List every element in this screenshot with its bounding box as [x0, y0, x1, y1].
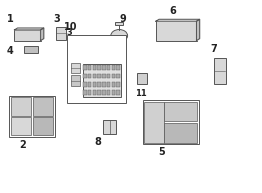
Bar	[88, 74, 91, 78]
Bar	[107, 74, 110, 78]
Bar	[83, 64, 121, 96]
Bar	[93, 90, 96, 95]
Bar	[83, 74, 86, 78]
Polygon shape	[156, 19, 200, 21]
Text: 11: 11	[135, 89, 147, 98]
Text: 1: 1	[7, 14, 14, 24]
Polygon shape	[14, 28, 44, 30]
Bar	[93, 82, 96, 87]
Text: 10: 10	[63, 22, 77, 32]
Bar	[156, 21, 196, 41]
Bar	[103, 120, 116, 134]
Bar	[93, 65, 96, 70]
Bar	[214, 58, 226, 84]
Text: 7: 7	[210, 44, 217, 54]
Bar	[71, 63, 80, 73]
Bar	[117, 74, 120, 78]
Bar	[88, 82, 91, 87]
Bar	[112, 65, 115, 70]
Bar	[97, 65, 101, 70]
Text: 2: 2	[19, 140, 26, 150]
Bar	[107, 90, 110, 95]
Bar	[56, 27, 66, 40]
Bar	[83, 90, 86, 95]
Text: 5: 5	[158, 147, 165, 157]
Bar	[102, 74, 106, 78]
Bar	[107, 82, 110, 87]
Bar	[88, 90, 91, 95]
Bar	[144, 102, 164, 143]
Bar	[83, 82, 86, 87]
Bar	[102, 65, 106, 70]
Polygon shape	[41, 28, 44, 41]
Bar	[102, 82, 106, 87]
Bar	[88, 65, 91, 70]
Text: 6: 6	[170, 6, 176, 16]
Bar	[33, 117, 53, 135]
Bar	[112, 82, 115, 87]
Bar	[33, 97, 53, 115]
Text: 4: 4	[7, 46, 14, 56]
Bar	[117, 65, 120, 70]
Text: 3: 3	[66, 28, 72, 37]
Bar	[71, 75, 80, 86]
Bar	[107, 65, 110, 70]
Bar	[164, 123, 197, 143]
Bar	[102, 90, 106, 95]
Text: 9: 9	[119, 14, 126, 24]
Bar	[112, 74, 115, 78]
Bar	[97, 90, 101, 95]
Bar	[164, 102, 197, 122]
Bar	[97, 74, 101, 78]
Bar	[97, 82, 101, 87]
Bar	[143, 100, 199, 144]
Bar	[14, 30, 41, 41]
Polygon shape	[196, 19, 200, 41]
Bar	[67, 35, 126, 103]
Bar	[117, 82, 120, 87]
Bar	[83, 65, 86, 70]
Circle shape	[111, 30, 128, 42]
Text: 8: 8	[94, 137, 101, 147]
Bar	[115, 22, 123, 25]
Bar	[11, 97, 31, 115]
Bar	[9, 96, 55, 137]
Bar	[137, 73, 147, 84]
Bar	[117, 90, 120, 95]
Bar	[24, 46, 38, 53]
Bar	[11, 117, 31, 135]
Text: 3: 3	[53, 14, 60, 24]
Bar	[112, 90, 115, 95]
Bar	[93, 74, 96, 78]
